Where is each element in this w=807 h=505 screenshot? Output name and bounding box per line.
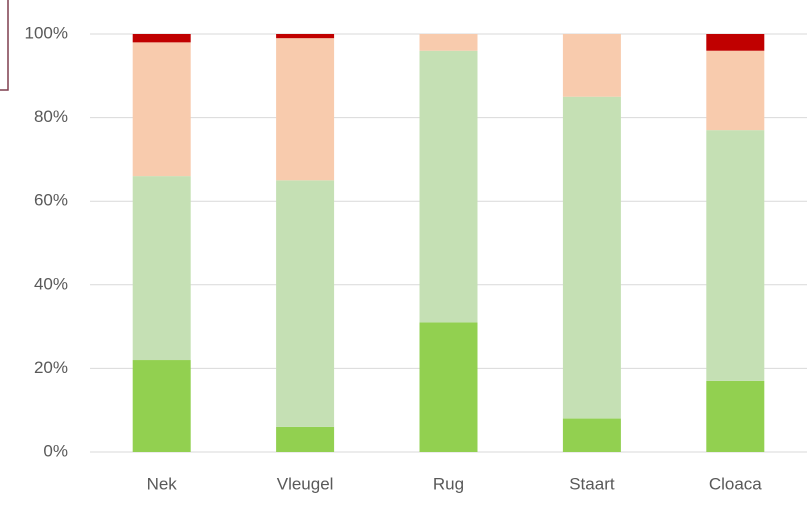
y-tick-label: 40%: [34, 274, 68, 293]
x-tick-label: Nek: [147, 474, 178, 493]
x-tick-label: Staart: [569, 474, 615, 493]
bar-segment: [706, 380, 765, 452]
y-tick-label: 100%: [25, 23, 68, 42]
legend-frame-edge: [0, 0, 9, 91]
bar-segment: [132, 176, 191, 361]
bar-segment: [419, 34, 478, 51]
bar-segment: [276, 180, 335, 427]
bar-segment: [562, 34, 621, 97]
bar-segment: [562, 418, 621, 452]
y-tick-label: 0%: [43, 441, 68, 460]
bar-segment: [706, 34, 765, 51]
y-tick-label: 80%: [34, 107, 68, 126]
bar-segment: [132, 34, 191, 43]
bar-segment: [276, 38, 335, 181]
y-tick-label: 60%: [34, 191, 68, 210]
bar-segment: [132, 42, 191, 177]
bar-segment: [706, 50, 765, 131]
x-tick-label: Cloaca: [709, 474, 762, 493]
bar-segment: [706, 130, 765, 381]
bar-segment: [276, 426, 335, 452]
x-tick-label: Vleugel: [277, 474, 334, 493]
x-tick-label: Rug: [433, 474, 464, 493]
bar-segment: [132, 360, 191, 452]
bar-segment: [419, 322, 478, 452]
y-tick-label: 20%: [34, 358, 68, 377]
bar-segment: [276, 34, 335, 39]
bar-segment: [419, 50, 478, 323]
bar-segment: [562, 96, 621, 419]
